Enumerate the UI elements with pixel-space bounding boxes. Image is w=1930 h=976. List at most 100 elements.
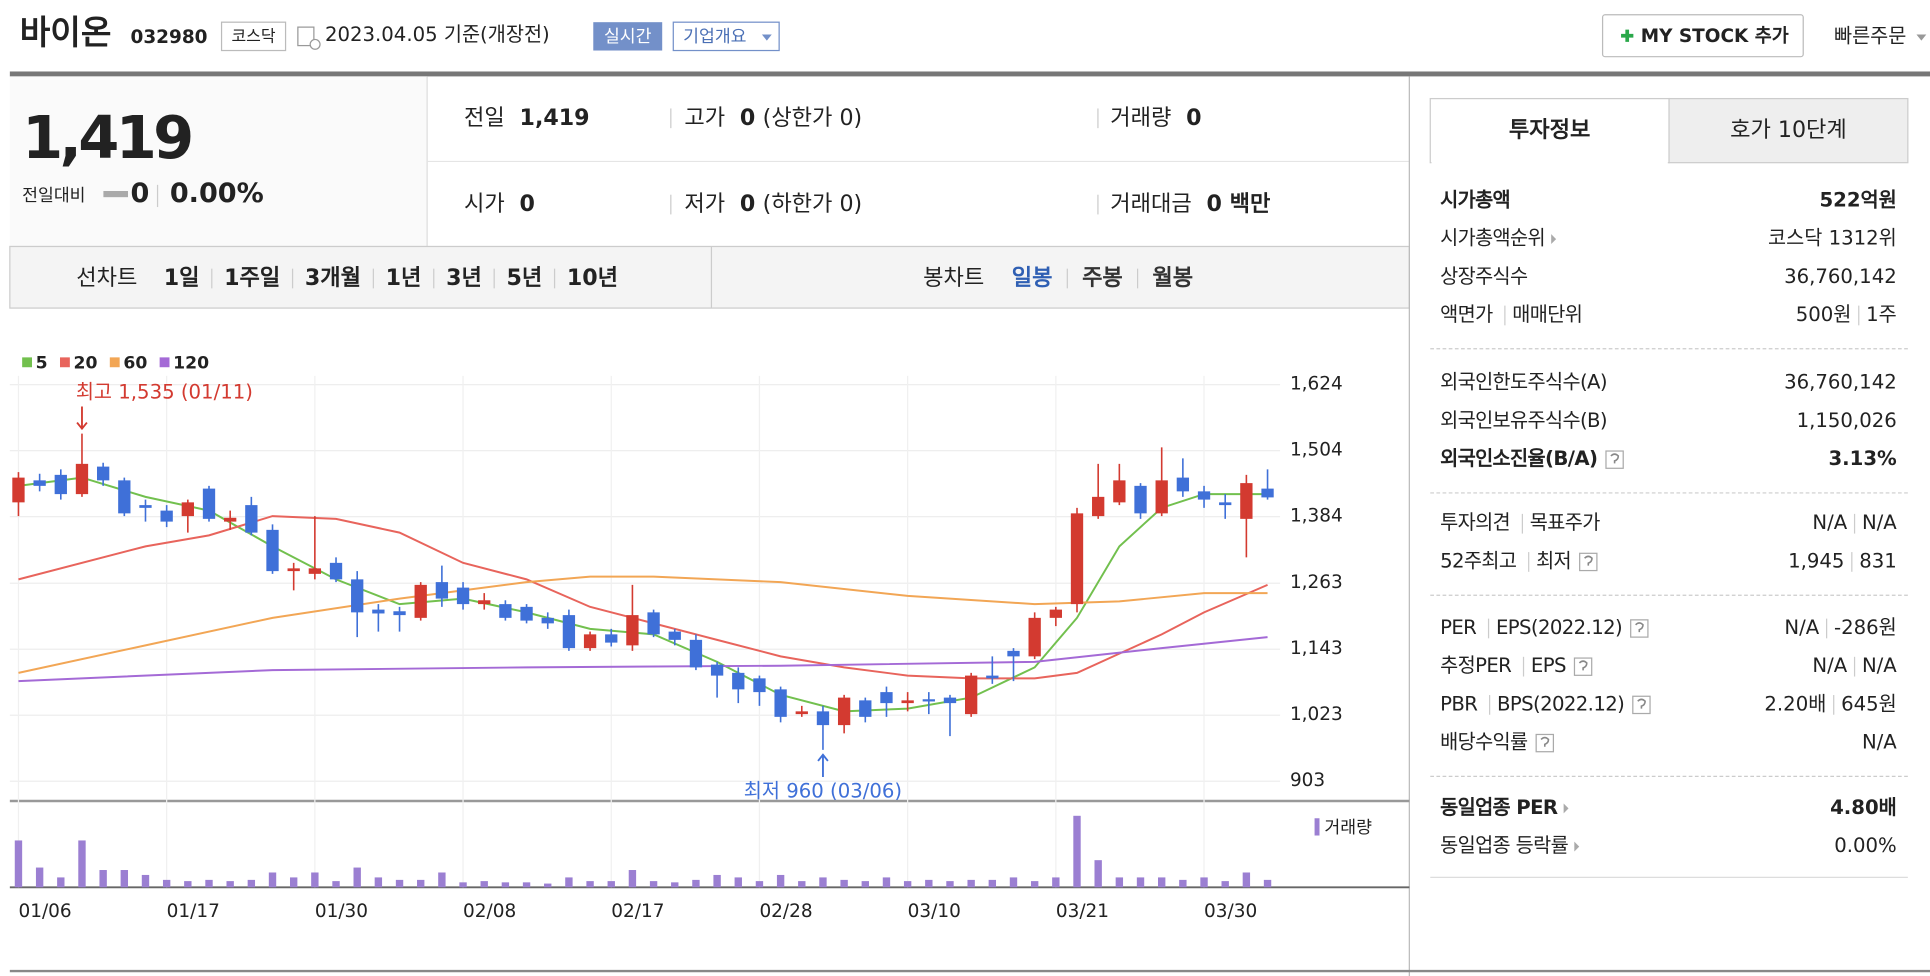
- candle-body: [1197, 491, 1211, 500]
- info-value: 0.00%: [1834, 834, 1897, 857]
- volume-bar: [882, 877, 891, 888]
- candle-body: [224, 517, 237, 522]
- volume-bar: [946, 881, 954, 888]
- info-value: 코스닥 1312위: [1768, 227, 1897, 250]
- period-tab[interactable]: 3년: [446, 265, 482, 291]
- info-label: BPS(2022.12): [1497, 692, 1624, 715]
- period-tab[interactable]: 3개월: [305, 265, 361, 291]
- volume-bar: [417, 879, 425, 888]
- candle-tab[interactable]: 주봉: [1082, 265, 1123, 291]
- candle-body: [605, 634, 618, 643]
- help-glyph: [1635, 622, 1644, 633]
- volume-bar: [141, 874, 150, 888]
- x-tick-label: 03/21: [1056, 901, 1109, 922]
- my-stock[interactable]: MY STOCK 추가: [1641, 26, 1789, 47]
- candle-tab[interactable]: 일봉: [1012, 265, 1053, 291]
- tab-label[interactable]: 호가 10단계: [1730, 117, 1847, 143]
- candle-body: [859, 700, 872, 717]
- x-tick-label: 01/17: [167, 901, 220, 922]
- candle-tab[interactable]: 월봉: [1152, 265, 1193, 291]
- arrow: [76, 406, 88, 431]
- info-value: N/A: [1784, 616, 1819, 639]
- candle-body: [1070, 513, 1084, 605]
- info-label: 상장주식수: [1440, 265, 1528, 288]
- help-glyph: [1584, 555, 1593, 566]
- header-rule: [9, 71, 1930, 77]
- candle-body: [351, 579, 364, 613]
- ma-line: [18, 476, 1268, 713]
- info-value: 0: [740, 105, 755, 131]
- info-value: 0: [1186, 105, 1201, 131]
- volume-bar: [14, 840, 23, 888]
- info-label: 시가총액: [1440, 188, 1510, 211]
- candle-body: [1261, 488, 1274, 498]
- ma-line: [18, 515, 1268, 680]
- volume-bar: [776, 874, 785, 888]
- volume-label: 거래량: [1324, 818, 1372, 838]
- volume-bar: [78, 840, 86, 888]
- help-glyph: [1578, 660, 1588, 671]
- realtime[interactable]: 실시간: [604, 27, 652, 47]
- candle-body: [54, 474, 67, 495]
- info-value: N/A: [1862, 511, 1897, 534]
- period-tab[interactable]: 1년: [386, 265, 422, 291]
- x-tick-label: 01/30: [315, 901, 368, 922]
- help-glyph: [1610, 453, 1620, 464]
- tab[interactable]: [1668, 97, 1909, 164]
- period-tab[interactable]: 1일: [164, 265, 200, 291]
- candle-body: [753, 678, 766, 693]
- volume-bar: [1094, 860, 1102, 888]
- company[interactable]: 기업개요: [683, 27, 746, 47]
- volume-bar: [311, 872, 319, 888]
- candle-body: [435, 582, 449, 599]
- help-icon: [1535, 733, 1555, 753]
- low-annotation: 최저 960 (03/06): [744, 779, 902, 802]
- volume-bar: [120, 870, 129, 888]
- change-label: 전일대비: [22, 186, 85, 206]
- candle-body: [583, 634, 597, 649]
- candle-body: [1240, 483, 1253, 519]
- candle-body: [1155, 480, 1168, 514]
- tab-active[interactable]: [1429, 97, 1670, 164]
- period-tab[interactable]: 10년: [567, 265, 618, 291]
- candle-body: [202, 488, 216, 519]
- candle-body: [1049, 609, 1062, 618]
- info-value: 500원: [1796, 303, 1852, 326]
- high-annotation: 최고 1,535 (01/11): [76, 380, 253, 403]
- calendar-icon: [297, 26, 321, 50]
- quick-order[interactable]: 빠른주문: [1834, 24, 1906, 47]
- volume-bar: [184, 881, 192, 888]
- legend-swatch: [22, 357, 33, 368]
- legend-label: 60: [123, 354, 147, 374]
- candle-body: [478, 600, 491, 605]
- candle-body: [1219, 502, 1232, 506]
- volume-bar: [353, 867, 361, 888]
- info-label: 목표주가: [1530, 511, 1600, 534]
- candle-body: [499, 604, 512, 618]
- info-value: N/A: [1862, 654, 1897, 677]
- realtime-badge[interactable]: [593, 22, 663, 51]
- candle-body: [287, 568, 300, 572]
- candle-body: [1113, 480, 1126, 503]
- info-label: 외국인소진율(B/A): [1440, 447, 1597, 470]
- y-tick-label: 903: [1290, 770, 1325, 791]
- help-icon: [1573, 657, 1593, 676]
- period-tab[interactable]: 1주일: [224, 265, 280, 291]
- volume-bar: [988, 879, 997, 888]
- period-tab[interactable]: 5년: [506, 265, 542, 291]
- info-extra: (상한가 0): [763, 105, 863, 131]
- change-rate: 0.00%: [170, 178, 264, 209]
- candle-body: [880, 692, 893, 704]
- my-stock-button[interactable]: [1601, 14, 1804, 58]
- info-value: 1주: [1866, 303, 1897, 326]
- legend-label: 5: [36, 354, 48, 374]
- help-icon: [1632, 695, 1651, 715]
- candle-body: [393, 611, 406, 616]
- market: 코스닥: [231, 26, 275, 45]
- tab-label[interactable]: 투자정보: [1509, 117, 1590, 143]
- help-icon: [1630, 619, 1649, 638]
- company-button[interactable]: [672, 21, 780, 52]
- candle-body: [732, 672, 745, 690]
- candle-body: [965, 675, 978, 715]
